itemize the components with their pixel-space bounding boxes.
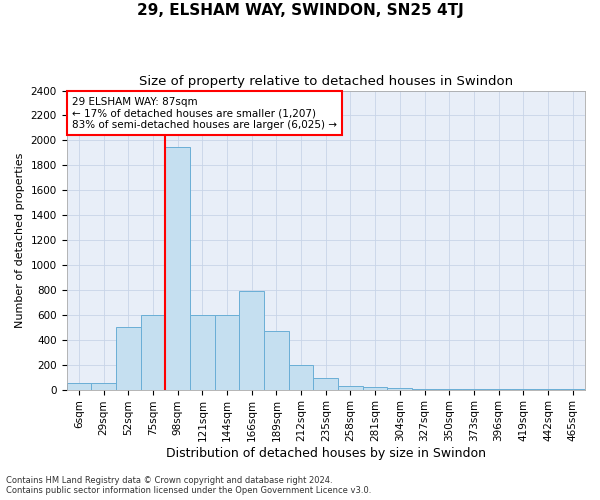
Bar [313, 378, 338, 390]
Bar [363, 387, 388, 390]
Bar [140, 315, 165, 390]
Bar [239, 291, 264, 390]
Y-axis label: Number of detached properties: Number of detached properties [15, 152, 25, 328]
Text: 29 ELSHAM WAY: 87sqm
← 17% of detached houses are smaller (1,207)
83% of semi-de: 29 ELSHAM WAY: 87sqm ← 17% of detached h… [72, 96, 337, 130]
Bar [412, 389, 437, 390]
Bar [388, 388, 412, 390]
Bar [116, 328, 140, 390]
Bar [264, 331, 289, 390]
Bar [190, 315, 215, 390]
Bar [215, 315, 239, 390]
X-axis label: Distribution of detached houses by size in Swindon: Distribution of detached houses by size … [166, 447, 486, 460]
Bar [338, 386, 363, 390]
Bar [67, 384, 91, 390]
Bar [289, 364, 313, 390]
Text: 29, ELSHAM WAY, SWINDON, SN25 4TJ: 29, ELSHAM WAY, SWINDON, SN25 4TJ [137, 2, 463, 18]
Text: Contains HM Land Registry data © Crown copyright and database right 2024.
Contai: Contains HM Land Registry data © Crown c… [6, 476, 371, 495]
Title: Size of property relative to detached houses in Swindon: Size of property relative to detached ho… [139, 75, 513, 88]
Bar [165, 146, 190, 390]
Bar [91, 384, 116, 390]
